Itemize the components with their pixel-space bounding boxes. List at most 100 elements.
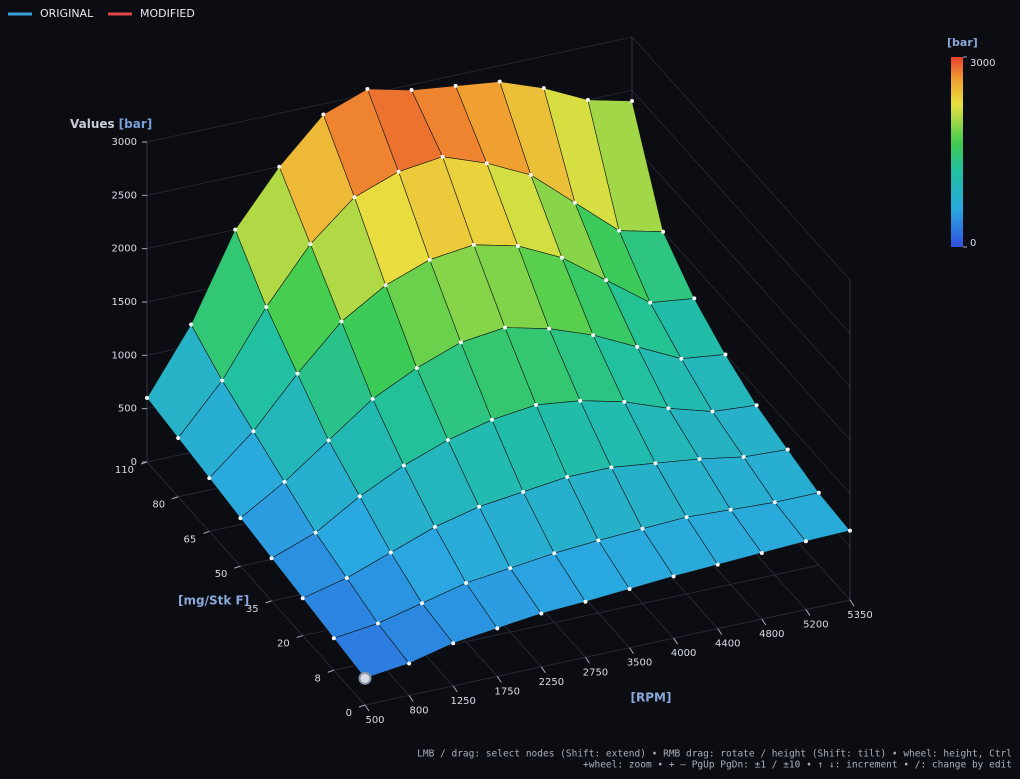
surface-node: [300, 596, 305, 601]
help-line: LMB / drag: select nodes (Shift: extend)…: [417, 749, 1012, 760]
z-tick-label: 1000: [112, 350, 137, 361]
x-tick: [805, 609, 811, 616]
y-tick-label: 0: [346, 708, 352, 719]
z-tick-label: 500: [118, 404, 137, 415]
surface-node: [585, 97, 590, 102]
x-tick-label: 800: [410, 705, 429, 716]
y-tick: [140, 461, 148, 465]
surface-node: [458, 340, 463, 345]
z-tick-label: 1500: [112, 297, 137, 308]
surface-node: [697, 456, 702, 461]
surface-node: [723, 352, 728, 357]
surface-node: [495, 626, 500, 631]
y-tick-label: 65: [184, 534, 197, 545]
surface-node: [451, 641, 456, 646]
x-tick-label: 2750: [583, 667, 608, 678]
surface-node: [692, 296, 697, 301]
z-tick-label: 2500: [112, 190, 137, 201]
x-tick-label: 5350: [847, 610, 872, 621]
surface-node: [515, 243, 520, 248]
surface-node: [251, 429, 256, 434]
surface-node: [521, 489, 526, 494]
surface-node: [453, 83, 458, 88]
x-tick: [452, 685, 458, 693]
surface-node: [420, 601, 425, 606]
surface-node: [627, 587, 632, 592]
surface-node: [661, 229, 666, 234]
x-tick-label: 500: [365, 715, 384, 726]
surface-node: [508, 566, 513, 571]
surface-node: [715, 562, 720, 567]
surface-node: [313, 530, 318, 535]
surface-node: [189, 322, 194, 327]
legend-label: ORIGINAL: [40, 7, 94, 20]
y-tick-label: 110: [115, 465, 134, 476]
surface-node: [277, 164, 282, 169]
x-tick-label: 1750: [495, 686, 520, 697]
grid-line: [631, 36, 851, 281]
surface-node: [396, 169, 401, 174]
surface-node: [407, 661, 412, 666]
x-tick: [364, 704, 370, 712]
surface-node: [754, 403, 759, 408]
x-tick: [717, 628, 723, 635]
surface-node: [220, 378, 225, 383]
colorbar-title: [bar]: [947, 36, 978, 49]
surface-node: [490, 417, 495, 422]
y-tick-label: 50: [215, 569, 228, 580]
surface-node: [264, 304, 269, 309]
help-line: +wheel: zoom • + – PgUp PgDn: ±1 / ±10 •…: [583, 760, 1012, 771]
surface-node: [484, 161, 489, 166]
surface-node: [679, 356, 684, 361]
surface-node: [552, 551, 557, 556]
surface-node: [207, 476, 212, 481]
surface-node: [710, 409, 715, 414]
floor-grid-line: [146, 461, 366, 706]
surface-node: [414, 365, 419, 370]
surface-node: [560, 255, 565, 260]
surface-node: [547, 326, 552, 331]
x-axis-title: [RPM]: [631, 691, 672, 705]
surface-node: [572, 200, 577, 205]
surface-node: [684, 515, 689, 520]
z-tick-label: 0: [131, 457, 137, 468]
surface-node: [772, 500, 777, 505]
legend-label: MODIFIED: [140, 7, 195, 20]
y-tick: [296, 635, 303, 639]
surface-node: [728, 507, 733, 512]
surface-node: [145, 396, 149, 400]
colorbar-tick-label: 3000: [970, 58, 995, 69]
surface-node: [528, 173, 533, 178]
surface-node: [440, 154, 445, 159]
surface-node: [427, 257, 432, 262]
colorbar: [951, 57, 963, 247]
surface-node: [401, 463, 406, 468]
surface-node: [609, 465, 614, 470]
surface-node: [816, 490, 821, 495]
y-tick: [203, 530, 210, 534]
x-tick-label: 4800: [759, 629, 784, 640]
grid-line: [631, 143, 851, 388]
surface-node: [541, 86, 546, 91]
surface-node: [666, 406, 671, 411]
surface-node: [344, 576, 349, 581]
y-tick: [358, 704, 366, 708]
surface-node: [604, 278, 609, 283]
surface-node: [365, 86, 370, 91]
x-tick-label: 5200: [803, 620, 828, 631]
surface-node: [759, 550, 764, 555]
y-tick: [234, 565, 241, 569]
x-tick: [849, 599, 855, 607]
x-tick-label: 1250: [450, 696, 475, 707]
surface-node: [176, 436, 181, 441]
surface-node: [565, 474, 570, 479]
x-tick: [761, 618, 767, 626]
y-tick-label: 35: [246, 604, 259, 615]
surface-node: [803, 539, 808, 544]
z-axis-title: Values [bar]: [70, 117, 152, 131]
surface-node: [282, 479, 287, 484]
surface-node: [578, 398, 583, 403]
surface-node: [321, 112, 326, 117]
